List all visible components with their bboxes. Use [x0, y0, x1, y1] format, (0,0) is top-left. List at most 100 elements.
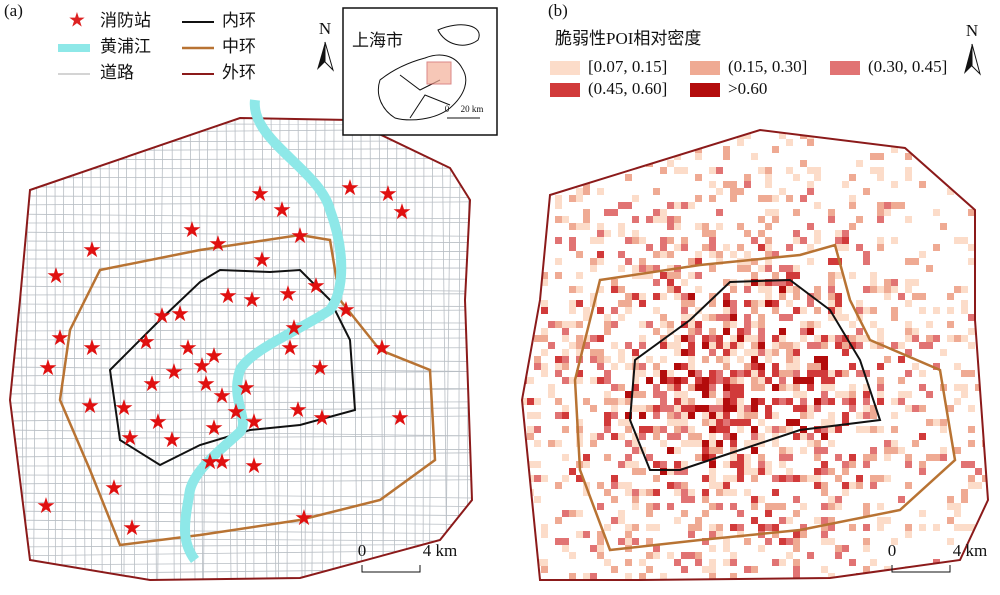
- cell: [520, 503, 527, 510]
- cell: [660, 370, 667, 377]
- cell: [576, 286, 583, 293]
- fire-station: ★: [46, 263, 66, 288]
- cell: [709, 391, 716, 398]
- road: [361, 110, 362, 585]
- cell: [793, 272, 800, 279]
- cell: [674, 223, 681, 230]
- fire-station: ★: [290, 223, 310, 248]
- cell: [982, 300, 989, 307]
- cell: [884, 209, 891, 216]
- cell: [870, 454, 877, 461]
- cell: [576, 300, 583, 307]
- cell: [716, 398, 723, 405]
- cell: [898, 496, 905, 503]
- cell: [842, 482, 849, 489]
- cell: [793, 475, 800, 482]
- cell: [548, 391, 555, 398]
- cell: [716, 524, 723, 531]
- cell: [926, 335, 933, 342]
- cell: [674, 482, 681, 489]
- cell: [632, 293, 639, 300]
- fire-station: ★: [272, 197, 292, 222]
- cell: [807, 244, 814, 251]
- legend-label: 外环: [222, 63, 256, 82]
- cell: [695, 272, 702, 279]
- cell: [625, 202, 632, 209]
- cell: [975, 230, 982, 237]
- cell: [772, 489, 779, 496]
- cell: [618, 461, 625, 468]
- road: [5, 538, 480, 541]
- cell: [793, 566, 800, 573]
- cell: [870, 482, 877, 489]
- road: [118, 110, 122, 585]
- cell: [534, 398, 541, 405]
- cell: [695, 454, 702, 461]
- cell: [702, 342, 709, 349]
- cell: [758, 398, 765, 405]
- cell: [576, 167, 583, 174]
- cell: [968, 153, 975, 160]
- cell: [541, 307, 548, 314]
- cell: [961, 125, 968, 132]
- cell: [758, 545, 765, 552]
- cell: [541, 559, 548, 566]
- cell: [954, 153, 961, 160]
- cell: [947, 293, 954, 300]
- cell: [716, 209, 723, 216]
- cell: [751, 279, 758, 286]
- cell: [737, 391, 744, 398]
- cell: [786, 139, 793, 146]
- road: [5, 277, 480, 279]
- cell: [877, 167, 884, 174]
- cell: [590, 258, 597, 265]
- cell: [737, 188, 744, 195]
- cell: [632, 447, 639, 454]
- cell: [751, 321, 758, 328]
- fire-station: ★: [340, 175, 360, 200]
- cell: [632, 195, 639, 202]
- cell: [604, 426, 611, 433]
- cell: [702, 314, 709, 321]
- cell: [905, 454, 912, 461]
- cell: [954, 237, 961, 244]
- cell: [695, 328, 702, 335]
- cell: [674, 244, 681, 251]
- cell: [604, 398, 611, 405]
- cell: [947, 146, 954, 153]
- cell: [667, 482, 674, 489]
- road: [73, 110, 76, 585]
- cell: [569, 237, 576, 244]
- cell: [688, 489, 695, 496]
- fire-station: ★: [212, 449, 232, 474]
- cell: [821, 384, 828, 391]
- cell: [905, 321, 912, 328]
- cell: [898, 391, 905, 398]
- cell: [646, 489, 653, 496]
- road: [5, 502, 480, 507]
- cell: [709, 335, 716, 342]
- cell: [807, 440, 814, 447]
- cell: [821, 538, 828, 545]
- cell: [520, 195, 527, 202]
- cell: [912, 405, 919, 412]
- cell: [548, 384, 555, 391]
- cell: [856, 370, 863, 377]
- cell: [821, 482, 828, 489]
- cell: [716, 405, 723, 412]
- cell: [793, 510, 800, 517]
- cell: [534, 412, 541, 419]
- cell: [688, 524, 695, 531]
- cell: [709, 328, 716, 335]
- cell: [611, 279, 618, 286]
- cell: [968, 405, 975, 412]
- cell: [744, 461, 751, 468]
- cell: [758, 167, 765, 174]
- panel-label: (b): [548, 1, 568, 20]
- fire-station: ★: [288, 397, 308, 422]
- cell: [793, 209, 800, 216]
- cell: [674, 391, 681, 398]
- cell: [611, 286, 618, 293]
- cell: [807, 300, 814, 307]
- cell: [863, 545, 870, 552]
